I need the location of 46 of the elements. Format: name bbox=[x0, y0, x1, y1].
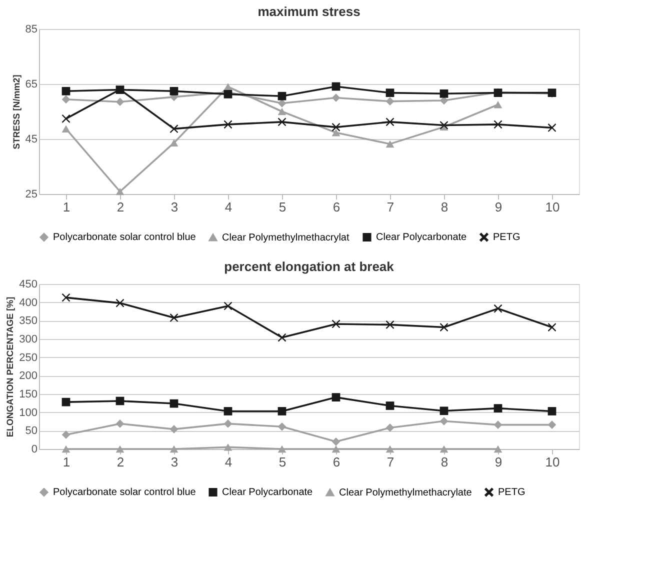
y-tick-label: 25 bbox=[25, 188, 38, 200]
y-tick-label: 45 bbox=[25, 134, 38, 146]
x-tick-label: 8 bbox=[440, 454, 448, 470]
y-tick-label: 350 bbox=[19, 315, 38, 328]
y-axis-title: STRESS [N/mm2] bbox=[11, 74, 22, 150]
chart-title: maximum stress bbox=[258, 4, 360, 19]
legend-label: Polycarbonate solar control blue bbox=[53, 487, 196, 498]
y-tick-label: 150 bbox=[19, 388, 38, 400]
x-tick-label: 1 bbox=[62, 200, 70, 214]
x-tick-label: 1 bbox=[62, 454, 70, 470]
x-tick-label: 6 bbox=[332, 454, 340, 470]
x-tick-label: 2 bbox=[116, 454, 124, 470]
x-tick-label: 9 bbox=[494, 200, 502, 214]
legend-label: Clear Polymethylmethacrylat bbox=[222, 232, 350, 244]
y-tick-label: 65 bbox=[25, 78, 38, 90]
x-tick-label: 2 bbox=[116, 200, 124, 214]
legend-label: PETG bbox=[498, 487, 526, 498]
x-tick-label: 8 bbox=[440, 200, 448, 214]
y-axis-title: ELONGATION PERCENTAGE [%] bbox=[5, 296, 16, 438]
y-tick-label: 200 bbox=[19, 370, 38, 382]
y-tick-label: 400 bbox=[19, 296, 38, 309]
x-tick-label: 4 bbox=[224, 200, 232, 214]
legend-label: Polycarbonate solar control blue bbox=[53, 232, 196, 244]
y-tick-label: 450 bbox=[19, 278, 38, 290]
x-tick-label: 7 bbox=[386, 200, 394, 214]
x-tick-label: 10 bbox=[545, 200, 560, 214]
legend-label: Clear Polycarbonate bbox=[222, 487, 314, 498]
x-tick-label: 4 bbox=[224, 454, 232, 470]
x-tick-label: 6 bbox=[332, 200, 340, 214]
x-tick-label: 9 bbox=[494, 454, 502, 470]
x-tick-label: 5 bbox=[278, 200, 286, 214]
y-tick-label: 85 bbox=[25, 24, 38, 36]
y-tick-label: 250 bbox=[19, 352, 38, 364]
y-tick-label: 50 bbox=[25, 425, 38, 438]
legend-label: Clear Polymethylmethacrylate bbox=[339, 487, 472, 498]
x-tick-label: 3 bbox=[170, 454, 178, 470]
legend-label: Clear Polycarbonate bbox=[376, 232, 468, 244]
x-tick-label: 7 bbox=[386, 454, 394, 470]
y-tick-label: 0 bbox=[31, 444, 38, 456]
y-tick-label: 300 bbox=[19, 334, 38, 346]
legend-label: PETG bbox=[493, 232, 520, 244]
x-tick-label: 10 bbox=[545, 454, 560, 470]
y-tick-label: 100 bbox=[19, 406, 38, 419]
x-tick-label: 5 bbox=[278, 454, 286, 470]
chart-title: percent elongation at break bbox=[224, 259, 395, 274]
x-tick-label: 3 bbox=[170, 200, 178, 214]
